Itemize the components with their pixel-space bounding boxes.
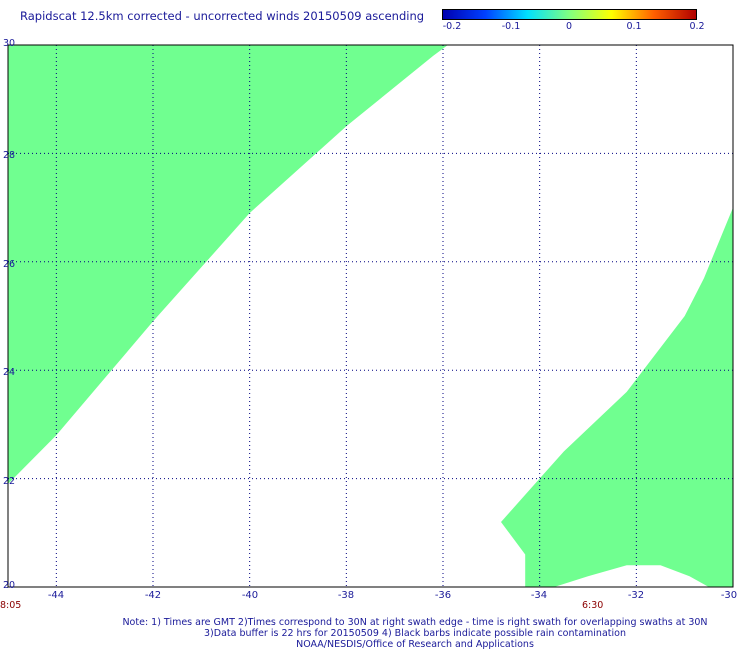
colorbar-tick: 0 (565, 21, 573, 32)
colorbar (442, 9, 697, 20)
map-title: Rapidscat 12.5km corrected - uncorrected… (20, 9, 425, 23)
footnote: Note: 1) Times are GMT 2)Times correspon… (122, 617, 708, 628)
x-tick-label: -42 (144, 590, 162, 601)
x-tick-label: -34 (530, 590, 548, 601)
x-tick-label: -30 (720, 590, 738, 601)
swath-2 (501, 207, 733, 587)
y-tick-label: 28 (3, 150, 16, 161)
time-label: 6:30 (582, 600, 604, 611)
x-tick-label: -36 (434, 590, 452, 601)
colorbar-tick: 0.2 (689, 21, 705, 32)
y-tick-label: 26 (3, 259, 16, 270)
y-tick-label: 22 (3, 476, 16, 487)
y-tick-label: 24 (3, 367, 16, 378)
swath-1 (8, 45, 448, 484)
swath-layer (8, 45, 733, 587)
x-tick-label: -40 (241, 590, 259, 601)
x-tick-label: -32 (627, 590, 645, 601)
colorbar-tick: -0.2 (442, 21, 462, 32)
footnote: 3)Data buffer is 22 hrs for 20150509 4) … (204, 628, 626, 639)
grid-layer (8, 45, 733, 587)
footnote: NOAA/NESDIS/Office of Research and Appli… (296, 639, 534, 650)
colorbar-tick: -0.1 (501, 21, 521, 32)
x-tick-label: -38 (337, 590, 355, 601)
x-tick-label: -44 (47, 590, 65, 601)
y-tick-label: 30 (3, 38, 16, 49)
colorbar-tick: 0.1 (626, 21, 642, 32)
y-tick-label: 20 (3, 580, 16, 591)
time-label: 8:05 (0, 600, 22, 611)
plot-frame (7, 44, 734, 588)
